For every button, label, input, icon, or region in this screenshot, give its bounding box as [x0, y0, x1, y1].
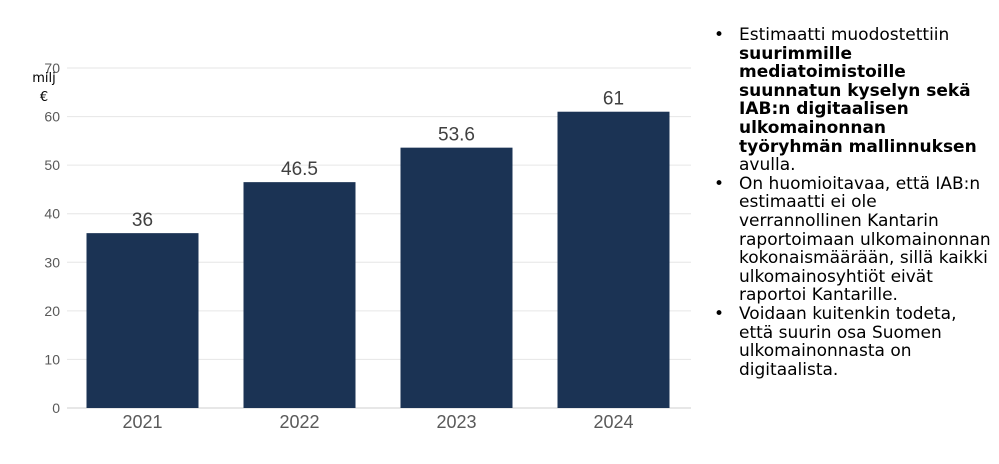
- y-tick-label: 0: [52, 400, 60, 416]
- data-label: 36: [132, 210, 153, 231]
- bullet-icon: •: [714, 25, 725, 45]
- x-axis-ticks: 2021 2022 2023 2024: [122, 412, 633, 432]
- note-text-bold: suurimmille mediatoimistoille suunnatun …: [739, 43, 977, 157]
- bars: [86, 111, 670, 408]
- y-tick-label: 10: [44, 351, 60, 367]
- y-tick-label: 70: [44, 60, 60, 76]
- x-tick-label: 2023: [436, 412, 476, 432]
- bar-chart: 0 10 20 30 40 50 60 70 milj € 36 46.5 53.6 61 2021…: [32, 60, 691, 432]
- y-axis-ticks: 0 10 20 30 40 50 60 70: [44, 60, 60, 416]
- bullet-icon: •: [714, 173, 725, 194]
- note-item: • Estimaatti muodostettiin suurimmille me…: [712, 26, 994, 175]
- bar: [400, 147, 513, 408]
- note-item: • On huomioitavaa, että IAB:n estimaatti …: [712, 173, 994, 306]
- bullet-icon: •: [714, 303, 725, 324]
- y-tick-label: 50: [44, 157, 60, 173]
- y-tick-label: 30: [44, 254, 60, 270]
- note-text: Estimaatti muodostettiin: [739, 25, 950, 45]
- data-labels: 36 46.5 53.6 61: [132, 89, 624, 231]
- x-tick-label: 2024: [593, 412, 633, 432]
- note-text: Voidaan kuitenkin todeta, että suurin os…: [739, 303, 957, 380]
- y-axis-label-line-1: milj: [32, 71, 56, 86]
- bar: [243, 182, 356, 408]
- data-label: 53.6: [438, 125, 475, 146]
- note-text: avulla.: [739, 155, 796, 176]
- x-tick-label: 2022: [279, 412, 319, 432]
- note-text: On huomioitavaa, että IAB:n estimaatti e…: [739, 173, 991, 306]
- y-axis-label-line-2: €: [40, 90, 48, 105]
- x-tick-label: 2021: [122, 412, 162, 432]
- note-item: • Voidaan kuitenkin todeta, että suurin o…: [712, 305, 994, 379]
- bar: [557, 111, 670, 408]
- bar: [86, 233, 199, 408]
- notes-list: • Estimaatti muodostettiin suurimmille me…: [712, 26, 994, 379]
- y-tick-label: 40: [44, 206, 60, 222]
- y-tick-label: 60: [44, 109, 60, 125]
- data-label: 61: [603, 89, 624, 110]
- y-tick-label: 20: [44, 303, 60, 319]
- data-label: 46.5: [281, 159, 318, 180]
